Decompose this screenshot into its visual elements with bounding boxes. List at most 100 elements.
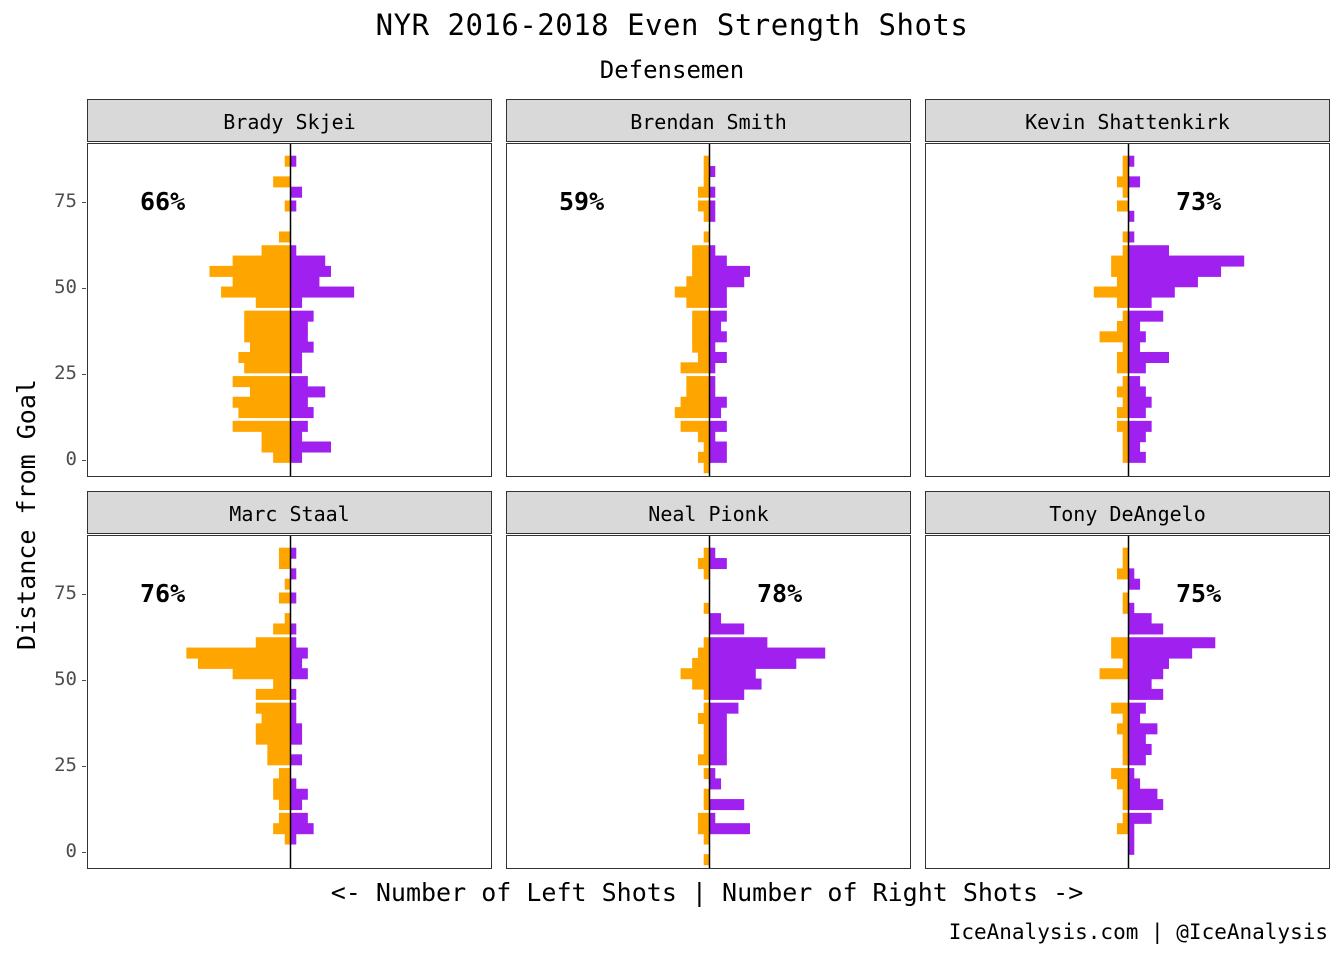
right-shot-bar bbox=[290, 341, 314, 353]
right-shot-bar bbox=[709, 613, 722, 625]
left-shot-bar bbox=[1122, 186, 1129, 198]
right-shot-bar bbox=[290, 245, 297, 257]
right-shot-bar bbox=[709, 245, 716, 257]
left-shot-bar bbox=[674, 286, 710, 298]
left-shot-bar bbox=[674, 407, 710, 419]
left-shot-bar bbox=[273, 451, 291, 463]
left-shot-bar bbox=[255, 723, 291, 735]
right-shot-bar bbox=[709, 431, 716, 443]
left-shot-bar bbox=[278, 558, 291, 570]
left-shot-bar bbox=[1099, 668, 1129, 680]
right-shot-bar bbox=[709, 647, 826, 659]
plot-area: 78% bbox=[506, 535, 911, 869]
right-shot-bar bbox=[1128, 231, 1135, 243]
left-shot-bar bbox=[284, 200, 291, 212]
caption: IceAnalysis.com | @IceAnalysis bbox=[948, 920, 1328, 944]
left-shot-bar bbox=[703, 547, 710, 559]
left-shot-bar bbox=[1122, 376, 1129, 388]
right-shot-bar bbox=[709, 362, 716, 374]
right-shot-bar bbox=[290, 386, 326, 398]
plot-area: 75% bbox=[925, 535, 1330, 869]
left-shot-bar bbox=[273, 678, 291, 690]
right-shot-bar bbox=[709, 823, 750, 835]
left-shot-bar bbox=[284, 613, 291, 625]
right-shot-bar bbox=[290, 441, 331, 453]
right-shot-bar bbox=[290, 376, 308, 388]
right-shot-bar bbox=[290, 723, 303, 735]
y-tick-label: 25 bbox=[54, 753, 77, 776]
y-tick-mark bbox=[82, 459, 86, 461]
left-shot-bar bbox=[232, 376, 291, 388]
left-shot-bar bbox=[1093, 286, 1129, 298]
right-shot-percent: 76% bbox=[140, 578, 186, 608]
right-shot-bar bbox=[290, 431, 303, 443]
left-shot-bar bbox=[697, 712, 710, 725]
right-shot-bar bbox=[1128, 386, 1146, 398]
right-shot-bar bbox=[1128, 812, 1152, 824]
left-shot-bar bbox=[1122, 799, 1129, 811]
right-shot-bar bbox=[290, 688, 297, 700]
right-shot-percent: 73% bbox=[1176, 186, 1222, 216]
right-shot-bar bbox=[1128, 176, 1141, 188]
left-shot-bar bbox=[261, 431, 291, 443]
left-shot-bar bbox=[697, 647, 710, 659]
left-shot-bar bbox=[1122, 743, 1129, 755]
left-shot-bar bbox=[209, 265, 291, 277]
right-shot-bar bbox=[709, 286, 727, 298]
right-shot-bar bbox=[709, 451, 727, 463]
y-tick-mark bbox=[82, 851, 86, 853]
left-shot-bar bbox=[278, 799, 291, 811]
panel-strip-label: Neal Pionk bbox=[506, 491, 911, 534]
right-shot-bar bbox=[1128, 702, 1146, 714]
left-shot-bar bbox=[680, 396, 710, 408]
right-shot-bar bbox=[709, 754, 727, 766]
left-shot-bar bbox=[232, 668, 291, 680]
right-shot-bar bbox=[1128, 768, 1135, 780]
right-shot-bar bbox=[1128, 331, 1146, 343]
left-shot-bar bbox=[680, 668, 710, 680]
left-shot-bar bbox=[692, 331, 710, 343]
left-shot-bar bbox=[232, 276, 291, 288]
right-shot-bar bbox=[1128, 296, 1152, 308]
right-shot-bar bbox=[1128, 396, 1152, 408]
left-shot-bar bbox=[703, 637, 710, 649]
left-shot-bar bbox=[692, 265, 710, 277]
left-shot-bar bbox=[284, 155, 291, 167]
right-shot-bar bbox=[290, 812, 308, 824]
left-shot-bar bbox=[697, 200, 710, 212]
left-shot-bar bbox=[273, 176, 291, 188]
plot-area: 59% bbox=[506, 143, 911, 477]
left-shot-bar bbox=[697, 451, 710, 463]
right-shot-bar bbox=[709, 778, 722, 790]
left-shot-bar bbox=[1116, 420, 1129, 432]
left-shot-bar bbox=[1116, 723, 1129, 735]
right-shot-percent: 75% bbox=[1176, 578, 1222, 608]
right-shot-bar bbox=[709, 200, 716, 212]
left-shot-bar bbox=[703, 155, 710, 167]
left-shot-bar bbox=[1116, 351, 1129, 363]
right-shot-bar bbox=[709, 265, 750, 277]
right-shot-bar bbox=[290, 668, 308, 680]
left-shot-bar bbox=[261, 245, 291, 257]
right-shot-bar bbox=[709, 799, 745, 811]
right-shot-bar bbox=[1128, 210, 1135, 222]
right-shot-bar bbox=[290, 310, 314, 322]
right-shot-bar bbox=[1128, 310, 1164, 322]
right-shot-bar bbox=[1128, 843, 1135, 855]
left-shot-bar bbox=[686, 386, 710, 398]
right-shot-bar bbox=[290, 547, 297, 559]
right-shot-bar bbox=[290, 320, 308, 333]
left-shot-bar bbox=[692, 310, 710, 322]
right-shot-bar bbox=[290, 331, 308, 343]
y-tick-label: 0 bbox=[65, 839, 77, 862]
right-shot-percent: 59% bbox=[559, 186, 605, 216]
right-shot-bar bbox=[1128, 265, 1222, 277]
right-shot-bar bbox=[1128, 733, 1146, 745]
right-shot-bar bbox=[709, 712, 727, 725]
y-axis-label: Distance from Goal bbox=[12, 379, 41, 650]
left-shot-bar bbox=[703, 231, 710, 243]
plot-svg bbox=[1099, 536, 1216, 868]
panel-strip-label: Marc Staal bbox=[87, 491, 492, 534]
right-shot-bar bbox=[1128, 431, 1146, 443]
left-shot-bar bbox=[1122, 341, 1129, 353]
